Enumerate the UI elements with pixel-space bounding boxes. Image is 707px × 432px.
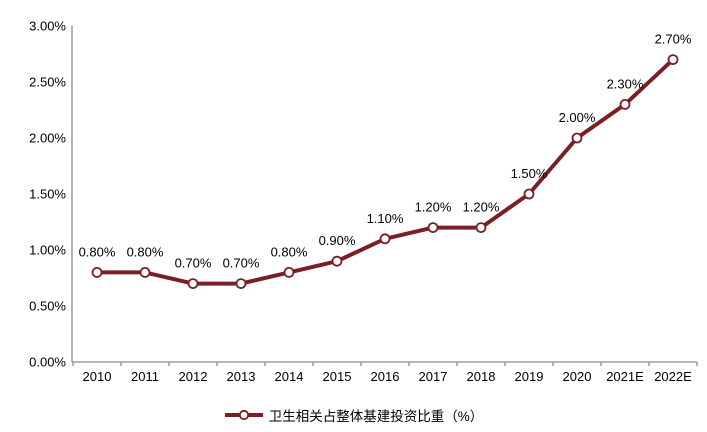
y-tick-label: 1.50% [29, 187, 66, 202]
data-label: 0.70% [175, 256, 212, 271]
x-tick-label: 2017 [419, 369, 448, 384]
y-tick-label: 0.50% [29, 299, 66, 314]
data-point-marker [331, 255, 343, 267]
data-point-marker [619, 99, 631, 110]
data-point-marker [91, 266, 103, 278]
x-tick-label: 2016 [371, 369, 400, 384]
data-point-marker [235, 278, 247, 290]
legend-marker-circle [238, 409, 249, 421]
x-tick-label: 2022E [654, 369, 692, 384]
data-label: 1.20% [463, 200, 500, 215]
y-tick-label: 0.00% [29, 355, 66, 370]
data-label: 0.80% [127, 244, 164, 259]
data-point-marker [283, 266, 295, 278]
data-point-marker [379, 233, 391, 245]
legend: 卫生相关占整体基建投资比重（%） [0, 405, 707, 425]
x-tick-label: 2021E [606, 369, 644, 384]
data-label: 2.30% [607, 76, 644, 91]
x-tick-label: 2010 [83, 369, 112, 384]
x-tick-label: 2018 [467, 369, 496, 384]
x-tick-label: 2019 [515, 369, 544, 384]
legend-line-marker-icon [224, 409, 263, 421]
data-label: 0.80% [79, 244, 116, 259]
series-line [95, 57, 675, 286]
legend-label: 卫生相关占整体基建投资比重（%） [268, 409, 484, 424]
x-tick-label: 2014 [275, 369, 304, 384]
data-label: 0.90% [319, 233, 356, 248]
data-label: 1.10% [367, 211, 404, 226]
data-label: 2.70% [655, 32, 692, 47]
data-point-marker [667, 54, 679, 65]
data-label: 1.20% [415, 200, 452, 215]
data-point-marker [475, 222, 487, 234]
x-tick-label: 2020 [563, 369, 592, 384]
y-tick-label: 1.00% [29, 243, 66, 258]
y-tick-label: 2.50% [29, 75, 66, 90]
data-point-marker [427, 222, 439, 234]
x-tick-label: 2013 [227, 369, 256, 384]
data-point-marker [139, 266, 151, 278]
data-label: 2.00% [559, 110, 596, 125]
y-tick-label: 2.00% [29, 131, 66, 146]
x-tick-label: 2011 [131, 369, 159, 384]
data-point-marker [187, 278, 199, 290]
x-tick-label: 2015 [323, 369, 352, 384]
data-label: 0.80% [271, 244, 308, 259]
x-tick-label: 2012 [179, 369, 208, 384]
y-tick-label: 3.00% [29, 19, 66, 34]
data-point-marker [571, 132, 583, 144]
data-label: 0.70% [223, 256, 260, 271]
data-label: 1.50% [511, 166, 548, 181]
line-chart-plot-area: 0.00% 0.50% 1.00% 1.50% 2.00% 2.50% 3.00% 2010 2… [29, 19, 698, 384]
data-point-marker [523, 188, 535, 200]
